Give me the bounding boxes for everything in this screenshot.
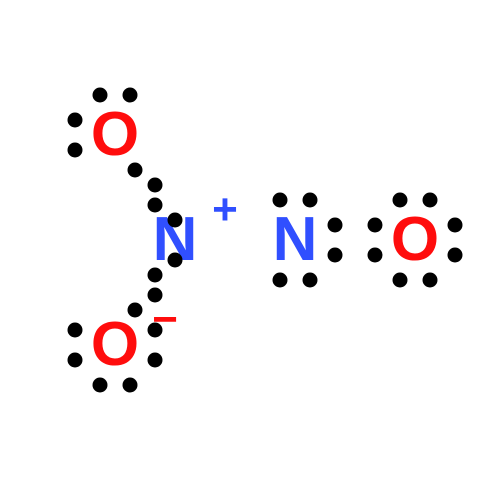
electron-dot	[423, 193, 438, 208]
atom-O1: O	[91, 104, 139, 166]
electron-dot	[393, 193, 408, 208]
electron-dot	[148, 178, 163, 193]
atom-O3: O	[391, 209, 439, 271]
electron-dot	[148, 323, 163, 338]
electron-dot	[303, 193, 318, 208]
atom-O2: O	[91, 314, 139, 376]
charge-N1: +	[212, 188, 238, 232]
electron-dot	[68, 323, 83, 338]
electron-dot	[128, 163, 143, 178]
electron-dot	[68, 113, 83, 128]
electron-dot	[168, 213, 183, 228]
electron-dot	[423, 273, 438, 288]
electron-dot	[168, 253, 183, 268]
electron-dot	[148, 288, 163, 303]
electron-dot	[448, 248, 463, 263]
electron-dot	[273, 193, 288, 208]
electron-dot	[128, 303, 143, 318]
electron-dot	[93, 378, 108, 393]
lewis-structure-diagram: NNOOO+−	[0, 0, 500, 500]
electron-dot	[448, 218, 463, 233]
electron-dot	[148, 353, 163, 368]
electron-dot	[148, 268, 163, 283]
electron-dot	[368, 248, 383, 263]
electron-dot	[68, 143, 83, 158]
electron-dot	[328, 218, 343, 233]
electron-dot	[68, 353, 83, 368]
electron-dot	[273, 273, 288, 288]
electron-dot	[328, 248, 343, 263]
electron-dot	[123, 378, 138, 393]
electron-dot	[303, 273, 318, 288]
electron-dot	[93, 88, 108, 103]
electron-dot	[368, 218, 383, 233]
electron-dot	[393, 273, 408, 288]
atom-N2: N	[273, 209, 318, 271]
electron-dot	[123, 88, 138, 103]
electron-dot	[148, 198, 163, 213]
